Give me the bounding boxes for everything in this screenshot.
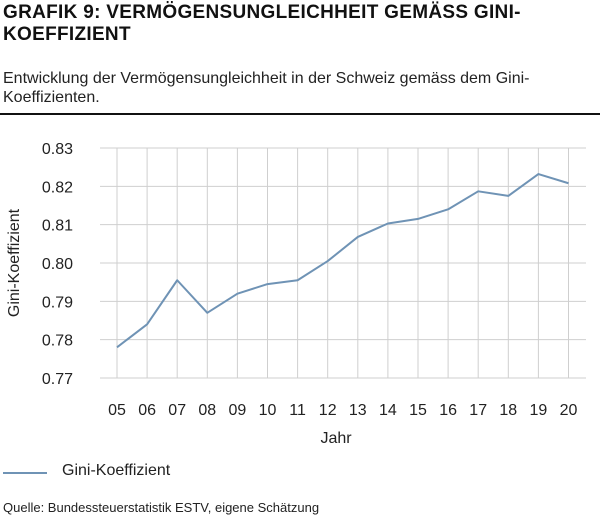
legend-label: Gini-Koeffizient: [62, 462, 171, 479]
x-tick-label: 12: [319, 402, 337, 419]
legend-line-swatch: [3, 472, 47, 474]
x-tick-label: 15: [409, 402, 427, 419]
y-tick-labels: 0.77 0.78 0.79 0.80 0.81 0.82 0.83: [42, 141, 73, 388]
series-line: [116, 173, 569, 349]
x-tick-label: 13: [349, 402, 367, 419]
y-tick-label: 0.78: [42, 333, 73, 350]
y-tick-label: 0.77: [42, 371, 73, 388]
source-note: Quelle: Bundessteuerstatistik ESTV, eige…: [3, 500, 320, 515]
y-tick-label: 0.79: [42, 294, 73, 311]
x-tick-labels: 05 06 07 08 09 10 11 12 13 14 15 16 17 18 19 20: [108, 402, 577, 419]
x-tick-label: 11: [289, 402, 306, 419]
x-tick-label: 05: [108, 402, 126, 419]
chart-title: GRAFIK 9: VERMÖGENSUNGLEICHHEIT GEMÄSS G…: [3, 2, 521, 45]
x-tick-label: 09: [229, 402, 247, 419]
x-tick-label: 19: [530, 402, 548, 419]
x-tick-label: 14: [379, 402, 397, 419]
y-tick-label: 0.82: [42, 179, 73, 196]
y-tick-label: 0.80: [42, 256, 73, 273]
x-tick-label: 20: [560, 402, 578, 419]
y-tick-label: 0.83: [42, 141, 73, 158]
x-tick-label: 16: [439, 402, 457, 419]
y-axis-label: Gini-Koeffizient: [6, 208, 23, 317]
x-tick-label: 07: [168, 402, 186, 419]
y-tick-label: 0.81: [42, 218, 73, 235]
x-tick-label: 18: [499, 402, 517, 419]
x-tick-label: 17: [469, 402, 487, 419]
x-tick-label: 08: [198, 402, 216, 419]
title-divider: [0, 113, 600, 115]
x-tick-label: 10: [259, 402, 277, 419]
x-axis-label: Jahr: [320, 430, 352, 447]
chart-subtitle: Entwicklung der Vermögensungleichheit in…: [3, 70, 530, 106]
series-layer: [116, 173, 569, 349]
x-tick-label: 06: [138, 402, 156, 419]
grid-layer: [100, 147, 586, 379]
